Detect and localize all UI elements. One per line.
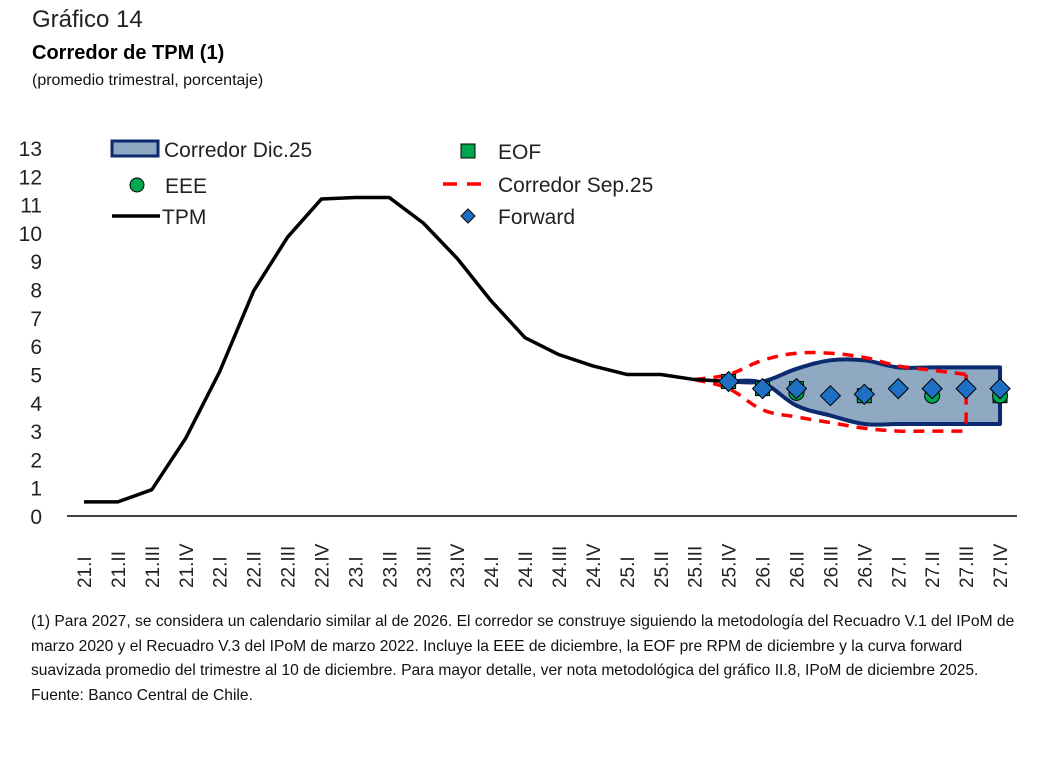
x-tick-label: 22.II [245, 551, 266, 588]
x-tick-label: 27.I [889, 556, 910, 588]
x-tick-label: 22.I [211, 556, 232, 588]
x-tick-label: 25.III [686, 546, 707, 588]
forward-point [955, 377, 977, 400]
x-tick-label: 26.II [787, 551, 808, 588]
x-tick-label: 26.I [754, 556, 775, 588]
legend-eee-label: EEE [165, 175, 207, 198]
x-tick-label: 27.IV [991, 543, 1012, 588]
y-tick-label: 7 [30, 308, 42, 331]
chart-subtitle: (promedio trimestral, porcentaje) [32, 72, 264, 89]
y-tick-label: 12 [19, 166, 42, 189]
x-tick-label: 27.II [923, 551, 944, 588]
x-tick-label: 21.I [75, 556, 96, 588]
x-tick-label: 23.I [346, 556, 367, 588]
forward-point [751, 377, 774, 400]
forward-point [921, 377, 943, 400]
legend-forward-label: Forward [498, 206, 575, 229]
y-tick-label: 0 [30, 506, 42, 529]
legend-forward-icon [460, 208, 476, 224]
x-tick-label: 21.II [109, 551, 130, 588]
x-axis: 21.I 21.II 21.III 21.IV 22.I 22.II 22.III 22.IV… [67, 515, 1017, 588]
legend-corredor-sep25-label: Corredor Sep.25 [498, 174, 653, 197]
y-tick-label: 9 [30, 251, 42, 274]
x-tick-label: 26.IV [855, 543, 876, 588]
forward-point [853, 383, 876, 405]
y-tick-label: 3 [30, 421, 42, 444]
y-tick-label: 6 [30, 336, 42, 359]
y-tick-label: 4 [30, 393, 42, 416]
forward-point [887, 377, 909, 400]
y-tick-label: 13 [19, 138, 42, 161]
forward-point [989, 377, 1011, 400]
chart-canvas: Corredor Dic.25 EEE TPM EOF Corredor Sep.25 F… [19, 138, 1017, 588]
x-tick-label: 21.III [143, 546, 164, 588]
legend-eee-icon [129, 177, 145, 193]
x-tick-label: 23.III [414, 546, 435, 588]
x-tick-label: 24.I [482, 556, 503, 588]
x-tick-label: 25.II [652, 551, 673, 588]
plot-area [83, 195, 1011, 504]
footnote: (1) Para 2027, se considera un calendari… [31, 613, 1015, 679]
y-tick-label: 8 [30, 280, 42, 303]
source-note: Fuente: Banco Central de Chile. [31, 686, 253, 704]
y-tick-label: 10 [19, 223, 42, 246]
forward-point [785, 377, 808, 400]
legend-corredor-dic25-label: Corredor Dic.25 [164, 139, 312, 162]
legend-eof-icon [460, 143, 476, 159]
x-tick-label: 23.II [380, 551, 401, 588]
chart-notes: (1) Para 2027, se considera un calendari… [31, 610, 1031, 708]
y-tick-label: 11 [20, 195, 42, 218]
corredor-sep25-upper [694, 350, 967, 382]
x-tick-label: 27.III [957, 546, 978, 588]
legend-eof-label: EOF [498, 141, 541, 164]
legend-tpm-label: TPM [162, 206, 206, 229]
x-tick-label: 22.III [279, 546, 300, 588]
x-tick-label: 26.III [821, 546, 842, 588]
x-tick-label: 24.III [550, 546, 571, 588]
x-tick-label: 25.I [618, 556, 639, 588]
legend: Corredor Dic.25 EEE TPM EOF Corredor Sep.25 F… [110, 139, 653, 229]
x-tick-label: 22.IV [312, 543, 333, 588]
legend-corredor-dic25-icon [110, 139, 160, 158]
forward-point [717, 370, 740, 393]
x-tick-label: 24.IV [584, 543, 605, 588]
corredor-sep25-lower [694, 377, 967, 434]
x-tick-label: 24.II [516, 551, 537, 588]
chart-title: Corredor de TPM (1) [32, 42, 225, 64]
x-tick-label: 25.IV [720, 543, 741, 588]
y-tick-label: 1 [30, 478, 42, 501]
x-tick-label: 21.IV [177, 543, 198, 588]
forward-point [819, 384, 842, 407]
y-tick-label: 5 [30, 364, 42, 387]
y-tick-label: 2 [30, 449, 42, 472]
figure-number: Gráfico 14 [32, 6, 143, 33]
x-tick-label: 23.IV [448, 543, 469, 588]
tpm-line [83, 195, 729, 504]
